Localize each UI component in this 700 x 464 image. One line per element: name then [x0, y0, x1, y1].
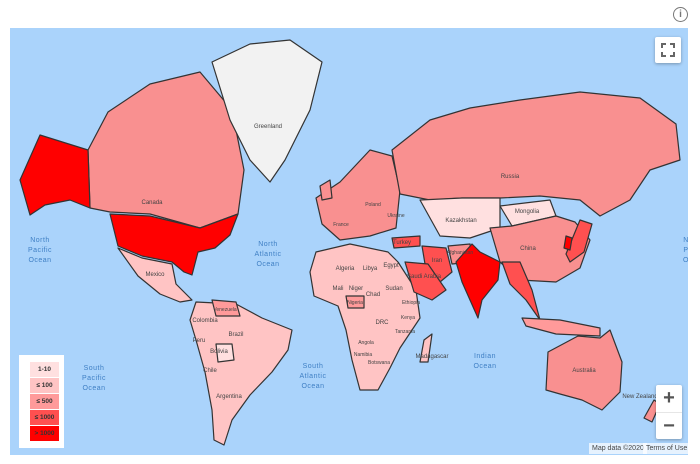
country-mexico[interactable]	[117, 247, 193, 303]
label-ethiopia: Ethiopia	[402, 300, 420, 306]
ocean-north-atlantic: North Atlantic Ocean	[255, 241, 282, 268]
terms-of-use-link[interactable]: Terms of Use	[643, 443, 691, 454]
label-venezuela: Venezuela	[213, 307, 237, 313]
legend-item-1000: ≤ 1000	[30, 410, 59, 425]
svg-text:South: South	[84, 365, 105, 372]
country-canada[interactable]	[87, 71, 245, 229]
label-kazakhstan: Kazakhstan	[445, 218, 476, 224]
country-india-pakistan[interactable]	[455, 243, 501, 319]
label-nigeria: Nigeria	[347, 300, 363, 306]
label-niger: Niger	[349, 286, 363, 292]
svg-text:North: North	[30, 237, 50, 244]
world-map[interactable]: Greenland Canada Russia Kazakhstan Mongo…	[10, 28, 688, 455]
label-brazil: Brazil	[228, 332, 243, 338]
svg-text:N: N	[683, 237, 688, 244]
country-bolivia[interactable]	[215, 343, 235, 363]
label-namibia: Namibia	[354, 352, 373, 358]
ocean-south-atlantic: South Atlantic Ocean	[300, 363, 327, 390]
label-botswana: Botswana	[368, 360, 390, 366]
label-iran: Iran	[432, 258, 442, 264]
label-sudan: Sudan	[385, 286, 402, 292]
legend-item-over-1000: > 1000	[30, 426, 59, 441]
info-icon[interactable]: i	[673, 7, 688, 22]
label-tanzania: Tanzania	[395, 329, 415, 335]
label-ukraine: Ukraine	[387, 213, 404, 219]
ocean-indian: Indian Ocean	[473, 353, 496, 370]
map-legend: 1-10 ≤ 100 ≤ 500 ≤ 1000 > 1000	[19, 355, 64, 448]
fullscreen-button[interactable]	[655, 37, 681, 63]
label-angola: Angola	[358, 340, 374, 346]
svg-text:Ocean: Ocean	[82, 385, 105, 392]
ocean-north-pacific: North Pacific Ocean	[28, 237, 52, 264]
label-afghanistan: Afghanistan	[447, 250, 474, 256]
zoom-out-button[interactable]: −	[663, 415, 675, 437]
label-new-zealand: New Zealand	[622, 394, 657, 400]
label-australia: Australia	[572, 368, 596, 374]
label-france: France	[333, 222, 349, 228]
map-canvas: Greenland Canada Russia Kazakhstan Mongo…	[19, 39, 688, 446]
svg-text:Atlantic: Atlantic	[300, 373, 327, 380]
svg-text:North: North	[258, 241, 278, 248]
legend-item-100: ≤ 100	[30, 378, 59, 393]
country-turkey[interactable]	[391, 235, 421, 249]
label-chad: Chad	[366, 292, 380, 298]
label-saudi-arabia: Saudi Arabia	[407, 274, 442, 280]
label-china: China	[520, 246, 536, 252]
country-greenland[interactable]	[211, 39, 323, 183]
country-korea[interactable]	[563, 235, 573, 251]
country-madagascar[interactable]	[419, 333, 433, 363]
svg-text:Pacific: Pacific	[28, 247, 52, 254]
country-saudi-arabia[interactable]	[404, 261, 447, 301]
label-colombia: Colombia	[192, 318, 218, 324]
svg-text:South: South	[303, 363, 324, 370]
svg-text:Atlantic: Atlantic	[255, 251, 282, 258]
svg-text:Indian: Indian	[474, 353, 496, 360]
country-russia[interactable]	[391, 91, 681, 217]
zoom-controls: + −	[656, 385, 682, 439]
legend-item-1-10: 1-10	[30, 362, 59, 377]
svg-text:Ocean: Ocean	[301, 383, 324, 390]
label-poland: Poland	[365, 202, 381, 208]
label-peru: Peru	[193, 338, 206, 344]
country-australia[interactable]	[545, 329, 623, 411]
svg-text:Pacific: Pacific	[82, 375, 106, 382]
svg-text:Ocean: Ocean	[256, 261, 279, 268]
label-mongolia: Mongolia	[515, 209, 540, 215]
svg-text:O: O	[683, 257, 688, 264]
region-europe[interactable]	[315, 149, 401, 241]
country-uk[interactable]	[319, 179, 333, 201]
svg-text:P: P	[683, 247, 688, 254]
label-libya: Libya	[363, 266, 378, 272]
label-egypt: Egypt	[383, 263, 399, 269]
label-mali: Mali	[332, 286, 343, 292]
label-argentina: Argentina	[216, 394, 242, 400]
ocean-north-pacific-east: N P O	[683, 237, 688, 264]
legend-item-500: ≤ 500	[30, 394, 59, 409]
svg-text:Ocean: Ocean	[473, 363, 496, 370]
map-data-attribution: Map data ©2020	[589, 443, 647, 454]
country-alaska[interactable]	[19, 134, 91, 216]
ocean-south-pacific: South Pacific Ocean	[82, 365, 106, 392]
country-usa[interactable]	[109, 213, 239, 276]
svg-text:Ocean: Ocean	[28, 257, 51, 264]
zoom-in-button[interactable]: +	[656, 385, 682, 413]
region-africa[interactable]	[309, 243, 421, 391]
label-mexico: Mexico	[145, 272, 165, 278]
region-indonesia[interactable]	[521, 317, 601, 337]
label-drc: DRC	[376, 320, 390, 326]
label-chile: Chile	[203, 368, 217, 374]
fullscreen-icon	[661, 43, 675, 57]
label-algeria: Algeria	[336, 266, 355, 272]
label-canada: Canada	[141, 200, 163, 206]
label-bolivia: Bolivia	[210, 349, 228, 355]
country-south-america[interactable]	[189, 301, 293, 446]
label-greenland: Greenland	[254, 124, 282, 130]
label-madagascar: Madagascar	[415, 354, 448, 360]
label-russia: Russia	[501, 174, 520, 180]
country-nigeria[interactable]	[345, 295, 365, 309]
country-venezuela[interactable]	[211, 299, 241, 317]
label-kenya: Kenya	[401, 315, 415, 321]
label-turkey: Turkey	[393, 240, 411, 246]
